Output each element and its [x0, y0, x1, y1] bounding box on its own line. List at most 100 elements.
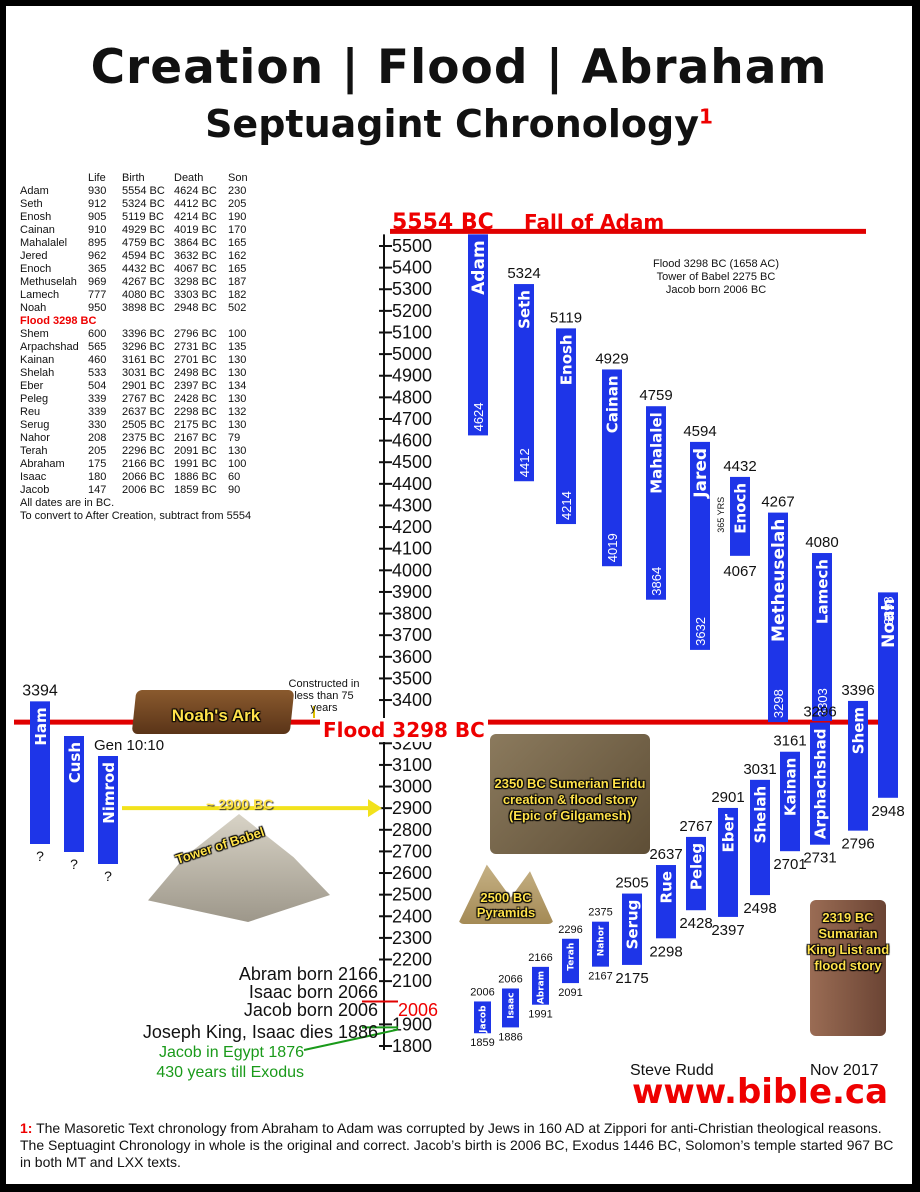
bar-label: Isaac [507, 992, 517, 1018]
birth-year-label: 3031 [743, 761, 776, 778]
birth-year-label: 4759 [639, 387, 672, 404]
table-row: Mahalalel 895 4759 BC 3864 BC 165 [20, 237, 258, 250]
table-cell: Reu [20, 406, 41, 418]
table-flood-row: Flood 3298 BC [20, 315, 97, 327]
table-cell: 2637 BC [122, 406, 165, 418]
table-cell: Birth [122, 172, 145, 184]
flood-info-line: Tower of Babel 2275 BC [656, 271, 776, 283]
axis-tick-label: 1900 [392, 1014, 432, 1034]
lifespan-bar [622, 893, 642, 965]
flood-info-line: Flood 3298 BC (1658 AC) [653, 258, 779, 270]
birth-year-label: 5119 [550, 309, 582, 326]
eridu-tablet-picture [490, 734, 650, 854]
pyramids-label: 2500 BC Pyramids [476, 890, 536, 920]
axis-tick-label: 1800 [392, 1036, 432, 1056]
table-row: Nahor 208 2375 BC 2167 BC 79 [20, 432, 258, 445]
birth-year-label: 3161 [773, 733, 806, 750]
table-cell: Eber [20, 380, 44, 392]
bar-label: Jacob [479, 1005, 489, 1034]
exodus-note: 430 years till Exodus [156, 1064, 304, 1081]
table-note: To convert to After Creation, subtract f… [20, 510, 252, 522]
table-header: Life Birth Death Son [20, 172, 258, 185]
table-cell: 4019 BC [174, 224, 217, 236]
table-cell: 190 [228, 211, 247, 223]
lifespan-bar [474, 1001, 491, 1034]
death-year-label: 4214 [559, 491, 574, 520]
axis-tick-label: 5000 [392, 344, 432, 364]
table-row: Enoch 365 4432 BC 4067 BC 165 [20, 263, 258, 276]
table-row: Noah 950 3898 BC 2948 BC 502 [20, 302, 258, 315]
bar-label: Eber [719, 813, 737, 852]
table-cell: 2091 BC [174, 445, 217, 457]
table-cell: 187 [228, 276, 247, 288]
axis-tick-label: 4800 [392, 387, 432, 407]
axis-tick-label: 2300 [392, 928, 432, 948]
axis-tick-label: 4400 [392, 474, 432, 494]
death-year-label: 3864 [649, 567, 664, 596]
bar-label: Rue [657, 871, 675, 903]
table-cell: 777 [88, 289, 107, 301]
birth-year-label: 4080 [805, 534, 838, 551]
table-cell: 205 [88, 445, 107, 457]
chart-title: Creation | Flood | Abraham [90, 40, 828, 95]
abram-born-note: Abram born 2166 [238, 964, 378, 984]
babel-arrow-head [368, 799, 382, 818]
table-cell: 230 [228, 185, 247, 197]
birth-year-label: 2296 [558, 924, 582, 936]
axis-tick-label: 2200 [392, 950, 432, 970]
website-link[interactable]: www.bible.ca [632, 1072, 889, 1112]
bar-label: Peleg [687, 843, 705, 890]
death-year-label: 1991 [528, 1009, 552, 1021]
table-cell: 4759 BC [122, 237, 165, 249]
bar-label: Ham [32, 707, 50, 745]
table-cell: 460 [88, 354, 107, 366]
table-cell: Cainan [20, 224, 55, 236]
table-cell: 175 [88, 458, 107, 470]
table-cell: Serug [20, 419, 50, 431]
table-row: Eber 504 2901 BC 2397 BC 134 [20, 380, 258, 393]
death-year-label: 4412 [517, 448, 532, 477]
table-cell: 2066 BC [122, 471, 165, 483]
table-cell: Noah [20, 302, 47, 314]
table-cell: 2296 BC [122, 445, 165, 457]
lifespan-bar [514, 284, 534, 482]
axis-tick-label: 4600 [392, 431, 432, 451]
axis-tick-label: 4500 [392, 452, 432, 472]
table-cell: 4267 BC [122, 276, 165, 288]
lifespan-bar [602, 369, 622, 567]
table-cell: 3396 BC [122, 328, 165, 340]
bar-label: Serug [623, 900, 641, 950]
table-cell: 79 [228, 432, 241, 444]
table-cell: Shelah [20, 367, 55, 379]
table-row: Jacob 147 2006 BC 1859 BC 90 [20, 484, 258, 497]
death-year-label: 4624 [471, 402, 486, 431]
table-row: Abraham 175 2166 BC 1991 BC 100 [20, 458, 258, 471]
axis-tick-label: 5500 [392, 236, 432, 256]
bar-label: Cainan [603, 375, 621, 433]
jacob-in-egypt-note: Jacob in Egypt 1876 [159, 1044, 304, 1061]
table-cell: 4624 BC [174, 185, 217, 197]
unknown-death-mark: ? [36, 848, 44, 864]
table-cell: 330 [88, 419, 107, 431]
author: Steve Rudd [630, 1062, 714, 1079]
lifespan-bar [718, 807, 738, 917]
ham-birth-year: 3394 [22, 682, 58, 699]
axis-tick-label: 3400 [392, 690, 432, 710]
death-year-label: 2948 [871, 803, 904, 820]
table-cell: 4929 BC [122, 224, 165, 236]
table-cell: 170 [228, 224, 247, 236]
lifespan-bar [468, 234, 488, 436]
lifespan-bar [812, 553, 832, 722]
table-cell: Shem [20, 328, 49, 340]
table-cell: 132 [228, 406, 247, 418]
death-year-label: 3632 [693, 617, 708, 646]
lifespan-bar [502, 988, 519, 1028]
axis-tick-label: 4100 [392, 539, 432, 559]
table-cell: 2767 BC [122, 393, 165, 405]
table-cell: 950 [88, 302, 107, 314]
table-cell: 147 [88, 484, 107, 496]
bar-label: Abram [537, 971, 547, 1004]
table-cell: Methuselah [20, 276, 77, 288]
table-cell: Life [88, 172, 106, 184]
table-cell: 2166 BC [122, 458, 165, 470]
